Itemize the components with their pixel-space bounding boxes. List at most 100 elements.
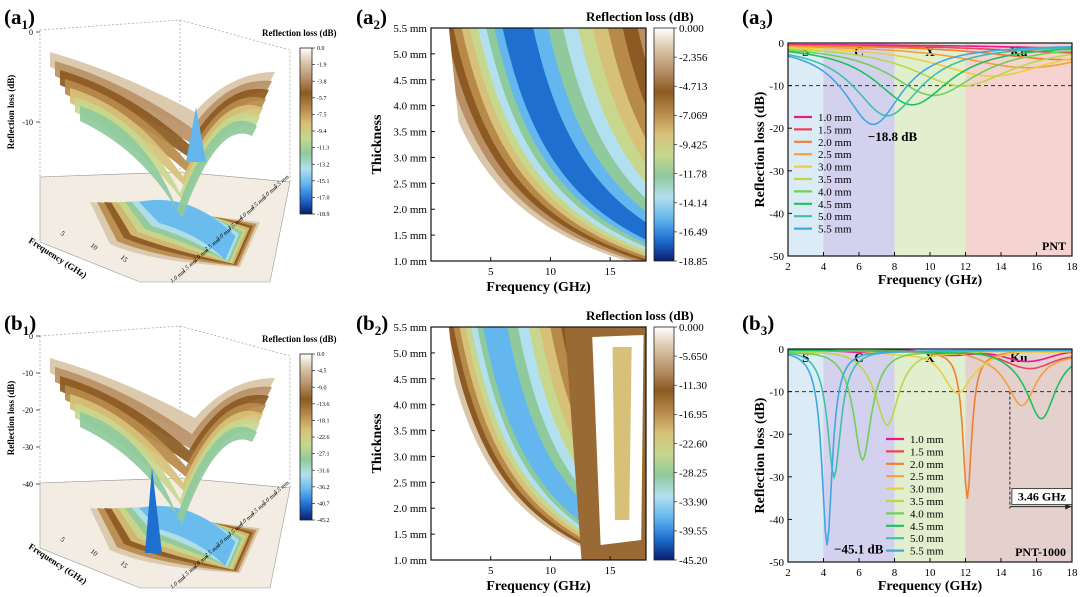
legend-label: 5.5 mm [910, 546, 944, 558]
series-line-5-5-mm [788, 349, 1072, 546]
colorbar-a2: Reflection loss (dB)0.000 -2.356 -4.713 -7.… [586, 9, 708, 268]
colorbar-tick-label: -5.7 [317, 96, 327, 102]
band-label: X [925, 44, 935, 59]
x-tick-label: 15 [119, 253, 130, 264]
colorbar-tick-label: -9.4 [317, 129, 327, 135]
surface-sheet [50, 52, 275, 132]
colorbar-tick-label: -18.1 [317, 419, 330, 425]
contour-second-ridge [564, 327, 646, 560]
surface-sheet [65, 79, 266, 176]
colorbar-title: Reflection loss (dB) [262, 334, 337, 344]
x-tick-label: 18 [1067, 261, 1079, 273]
surface-sheet [60, 70, 269, 161]
colorbar-title: Reflection loss (dB) [262, 28, 337, 38]
band-Ku [965, 349, 1072, 562]
colorbar-tick-label: -4.5 [317, 369, 327, 375]
colorbar-tick-label: -11.30 [679, 380, 708, 392]
band-C [823, 349, 895, 562]
colorbar-tick-label: -11.78 [679, 168, 708, 180]
legend-label: 1.0 mm [818, 112, 852, 124]
y-tick-label: -50 [769, 251, 784, 263]
y-tick-label: -20 [769, 123, 784, 135]
y-tick-label: -40 [769, 208, 784, 220]
legend-label: 4.5 mm [910, 521, 944, 533]
colorbar-tick-label: -22.60 [679, 438, 708, 450]
colorbar-gradient [653, 326, 675, 561]
y-tick-label: 5.5 mm [393, 23, 427, 35]
legend-label: 2.5 mm [818, 149, 852, 161]
legend-label: 2.0 mm [818, 137, 852, 149]
x-tick-label: 15 [605, 266, 617, 278]
colorbar-tick-label: -4.713 [679, 81, 708, 93]
plot-frame [430, 27, 647, 262]
colorbar-tick-label: -9.425 [679, 139, 708, 151]
colorbar-tick-label: 0.0 [317, 46, 325, 52]
colorbar-tick-label: -14.14 [679, 198, 708, 210]
surface-sheet [80, 412, 257, 525]
y-tick-label: 4.5 mm [393, 374, 427, 386]
x-axis-label: Frequency (GHz) [878, 273, 983, 288]
legend-label: 3.5 mm [910, 496, 944, 508]
x-tick-label: 5 [59, 229, 67, 238]
colorbar-tick-label: -3.8 [317, 79, 327, 85]
sample-label: PNT [1042, 239, 1066, 253]
surface-sheet [60, 376, 269, 467]
band-label: X [925, 350, 935, 365]
legend-label: 4.0 mm [910, 508, 944, 520]
surface-minimum [145, 468, 162, 553]
svg-text:(a2): (a2) [356, 5, 387, 32]
series-line-5-5-mm [788, 46, 1072, 126]
bandwidth-label: 3.46 GHz [1018, 490, 1067, 504]
y-tick-label: 0 [779, 344, 785, 356]
colorbar-tick-label: -1.9 [317, 63, 327, 69]
x-tick-label: 6 [856, 261, 862, 273]
surface-sheet [70, 394, 263, 496]
y-tick-label: 2.0 mm [393, 204, 427, 216]
colorbar-tick-label: -40.7 [317, 502, 330, 508]
colorbar-tick-label: -11.3 [317, 146, 329, 152]
z-tick-label: -10 [22, 118, 33, 127]
legend-label: 3.0 mm [818, 162, 852, 174]
z-axis-label: Reflection loss (dB) [6, 75, 16, 150]
sample-label: PNT-1000 [1015, 545, 1066, 559]
colorbar-tick-label: -2.356 [679, 52, 708, 64]
colorbar-tick-label: -18.85 [679, 256, 708, 268]
x-tick-label: 12 [960, 261, 971, 273]
colorbar-tick-label: -5.650 [679, 351, 708, 363]
contour-band [431, 327, 473, 560]
surface-sheet [75, 97, 260, 204]
y-tick-label: -30 [769, 166, 784, 178]
panel-label-a3: (a3) [742, 5, 773, 32]
x-tick-label: 14 [996, 567, 1008, 579]
floor-band [139, 199, 236, 260]
line-panel-b3: S C X Ku2 4 6 8 10 12 14 16 180-10-20-30-40-50Frequ… [753, 344, 1078, 594]
x-tick-label: 10 [925, 261, 937, 273]
legend-label: 3.5 mm [818, 174, 852, 186]
z-tick-label: 0 [29, 332, 33, 341]
panel-label-b2: (b2) [356, 311, 388, 338]
band-X [894, 349, 966, 562]
y-tick-label: 5.0 mm [393, 348, 427, 360]
surface-sheet [50, 358, 275, 438]
y-tick-label: -10 [769, 81, 784, 93]
legend-label: 4.5 mm [818, 199, 852, 211]
x-tick-label: 10 [545, 565, 557, 577]
y-tick-label: 1.0 mm [393, 256, 427, 268]
y-tick-label: -30 [769, 472, 784, 484]
colorbar-b2: Reflection loss (dB)0.000 -5.650 -11.30 -16… [586, 308, 708, 567]
colorbar-tick-label: -45.2 [317, 518, 330, 524]
svg-text:(b1): (b1) [4, 311, 36, 338]
z-tick-label: -40 [22, 480, 33, 489]
y-tick-label: 5.0 mm [393, 49, 427, 61]
legend-label: 1.0 mm [910, 434, 944, 446]
x-tick-label: 6 [856, 567, 862, 579]
x-tick-label: 10 [89, 241, 100, 252]
x-tick-label: 8 [892, 261, 898, 273]
series-line-3-0-mm [788, 46, 1072, 77]
x-tick-label: 5 [488, 565, 494, 577]
x-tick-label: 2 [785, 567, 791, 579]
svg-text:(a3): (a3) [742, 5, 773, 32]
colorbar-tick-label: -31.6 [317, 468, 330, 474]
y-tick-label: 1.5 mm [393, 529, 427, 541]
